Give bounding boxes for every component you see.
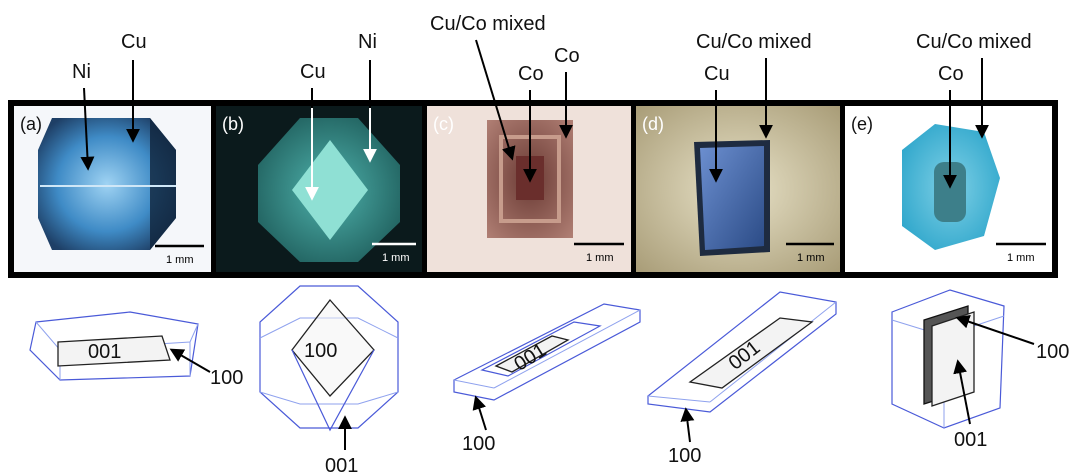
- schematic-d-inner: [688, 317, 814, 389]
- label-d-mixed: Cu/Co mixed: [696, 31, 812, 53]
- schematic-d: 001 100: [647, 291, 837, 467]
- label-b-ni: Ni: [358, 31, 377, 53]
- schematic-d-edge-2: [709, 301, 837, 403]
- schematic-b-face-001: 001: [325, 455, 358, 476]
- label-b-cu: Cu: [300, 61, 326, 83]
- schematic-b-inner-top: [291, 298, 375, 397]
- label-a-ni: Ni: [72, 61, 91, 83]
- arrow-e-001: [953, 359, 971, 425]
- panel-b: (b) 1 mm: [216, 106, 422, 272]
- schematic-e-plate-front: [931, 311, 975, 407]
- panel-e: (e) 1 mm: [845, 106, 1052, 272]
- panel-e-core: [934, 162, 966, 222]
- label-c-co-inner: Co: [518, 63, 544, 85]
- panel-a-crystal-shadow: [150, 118, 176, 250]
- schematic-c-outline: [453, 303, 641, 401]
- schematic-b: 100 001: [259, 285, 399, 476]
- schematic-a-face-100: 100: [210, 367, 243, 389]
- schematic-c-edge: [453, 379, 495, 389]
- schematic-a: 001 100: [29, 311, 243, 389]
- schematic-d-edge: [647, 395, 711, 403]
- panel-b-scale-label: 1 mm: [382, 252, 410, 264]
- panel-e-letter: (e): [851, 114, 873, 134]
- panel-c-letter: (c): [433, 114, 454, 134]
- panel-a-letter: (a): [20, 114, 42, 134]
- arrow-a-100: [169, 348, 211, 373]
- schematic-c-edge-2: [493, 309, 641, 389]
- panel-a: (a) 1 mm: [14, 106, 211, 272]
- schematic-e-outline: [891, 289, 1005, 429]
- arrow-c-mixed: [475, 39, 516, 161]
- schematic-c-mid: [480, 321, 602, 377]
- label-e-mixed: Cu/Co mixed: [916, 31, 1032, 53]
- schematic-d-face-100: 100: [668, 445, 701, 467]
- schematic-c-inner: [494, 335, 570, 373]
- schematic-b-inner-bottom: [291, 349, 375, 432]
- schematic-c: 001 100: [453, 303, 641, 455]
- label-c-co-outer: Co: [554, 45, 580, 67]
- panel-d-crystal-face: [700, 146, 764, 250]
- panel-a-scale-label: 1 mm: [166, 254, 194, 266]
- arrow-e-100: [955, 315, 1035, 345]
- panel-b-letter: (b): [222, 114, 244, 134]
- panel-e-scale-label: 1 mm: [1007, 252, 1035, 264]
- panel-d-letter: (d): [642, 114, 664, 134]
- arrow-a-ni: [80, 87, 95, 171]
- schematic-e-face-001: 001: [954, 429, 987, 451]
- label-d-cu: Cu: [704, 63, 730, 85]
- panel-d: (d) 1 mm: [636, 106, 840, 272]
- schematic-b-face-100: 100: [304, 340, 337, 362]
- schematic-b-mid-2: [259, 391, 399, 405]
- arrow-d-100: [680, 407, 695, 443]
- panel-c-scale-label: 1 mm: [586, 252, 614, 264]
- arrow-c-100: [472, 395, 487, 431]
- panel-d-scale-label: 1 mm: [797, 252, 825, 264]
- schematic-d-outline: [647, 291, 837, 413]
- label-a-cu: Cu: [121, 31, 147, 53]
- schematic-e-face-100: 100: [1036, 341, 1069, 363]
- schematic-b-outline: [259, 285, 399, 429]
- panel-a-crystal: [38, 118, 176, 250]
- schematic-c-face-100: 100: [462, 433, 495, 455]
- schematic-a-face-001: 001: [88, 341, 121, 363]
- label-e-co: Co: [938, 63, 964, 85]
- label-c-mixed: Cu/Co mixed: [430, 13, 546, 35]
- schematic-e: 100 001: [891, 289, 1069, 451]
